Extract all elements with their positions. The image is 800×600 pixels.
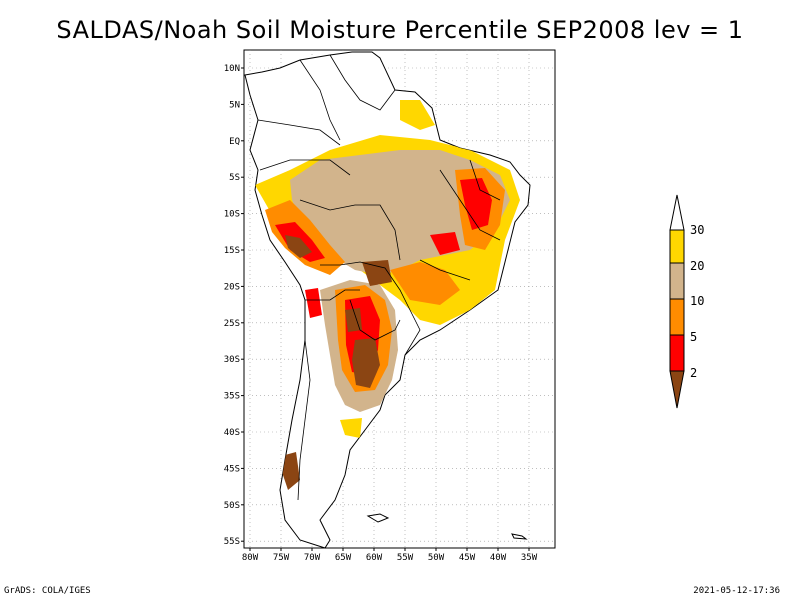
latitude-label: 20S bbox=[224, 282, 240, 292]
latitude-label: 5S bbox=[229, 173, 240, 183]
colorbar-5-10 bbox=[669, 298, 685, 336]
longitude-label: 55W bbox=[397, 553, 414, 563]
shade-2-5 bbox=[430, 232, 460, 255]
falklands-island bbox=[366, 513, 390, 523]
shade-20-30 bbox=[340, 418, 362, 438]
latitude-labels: 10N 5N EQ 5S 10S 15S 20S 25S 30S 35S 40S 45S 50S 55S bbox=[224, 64, 244, 547]
shade-5-10 bbox=[390, 262, 460, 305]
longitude-label: 75W bbox=[273, 553, 290, 563]
latitude-label: 35S bbox=[224, 392, 240, 402]
shade-20-30 bbox=[400, 100, 435, 130]
latitude-label: 25S bbox=[224, 319, 240, 329]
colorbar-2-5 bbox=[669, 334, 685, 372]
latitude-label: EQ bbox=[229, 137, 240, 147]
colorbar-label-2: 2 bbox=[690, 366, 697, 380]
colorbar-top-arrow bbox=[669, 194, 685, 231]
shade-2-5 bbox=[460, 178, 492, 230]
colorbar-label-30: 30 bbox=[690, 223, 704, 237]
colorbar-label-20: 20 bbox=[690, 259, 704, 273]
longitude-label: 60W bbox=[366, 553, 383, 563]
latitude-label: 50S bbox=[224, 501, 240, 511]
country-borders bbox=[257, 54, 501, 501]
south-georgia-island bbox=[511, 533, 528, 540]
longitude-label: 35W bbox=[521, 553, 538, 563]
latitude-label: 5N bbox=[229, 100, 240, 110]
longitude-label: 65W bbox=[335, 553, 352, 563]
longitude-label: 45W bbox=[459, 553, 476, 563]
latitude-label: 55S bbox=[224, 537, 240, 547]
colorbar-bottom-arrow bbox=[669, 370, 685, 409]
latitude-label: 10S bbox=[224, 210, 240, 220]
longitude-label: 80W bbox=[242, 553, 259, 563]
latitude-label: 15S bbox=[224, 246, 240, 256]
shade-below-2 bbox=[282, 452, 300, 490]
map-title: SALDAS/Noah Soil Moisture Percentile SEP… bbox=[56, 16, 744, 44]
footer-credit: GrADS: COLA/IGES bbox=[4, 586, 91, 596]
latitude-label: 45S bbox=[224, 464, 240, 474]
shade-below-2 bbox=[285, 235, 312, 258]
shade-below-2 bbox=[362, 260, 392, 286]
colorbar-10-20 bbox=[669, 262, 685, 300]
colorbar-label-5: 5 bbox=[690, 330, 697, 344]
longitude-label: 70W bbox=[304, 553, 321, 563]
shade-2-5 bbox=[305, 288, 322, 318]
colorbar: 30 20 10 5 2 bbox=[669, 194, 704, 409]
shade-below-2 bbox=[345, 308, 362, 332]
colorbar-20-30 bbox=[669, 229, 685, 264]
latitude-label: 10N bbox=[224, 64, 240, 74]
latitude-label: 30S bbox=[224, 355, 240, 365]
colorbar-label-10: 10 bbox=[690, 294, 704, 308]
longitude-label: 40W bbox=[490, 553, 507, 563]
percentile-shading bbox=[255, 100, 520, 490]
longitude-label: 50W bbox=[428, 553, 445, 563]
footer-timestamp: 2021-05-12-17:36 bbox=[693, 586, 780, 596]
longitude-labels: 80W 75W 70W 65W 60W 55W 50W 45W 40W 35W bbox=[242, 548, 538, 563]
latitude-label: 40S bbox=[224, 428, 240, 438]
shade-below-2 bbox=[352, 338, 380, 388]
